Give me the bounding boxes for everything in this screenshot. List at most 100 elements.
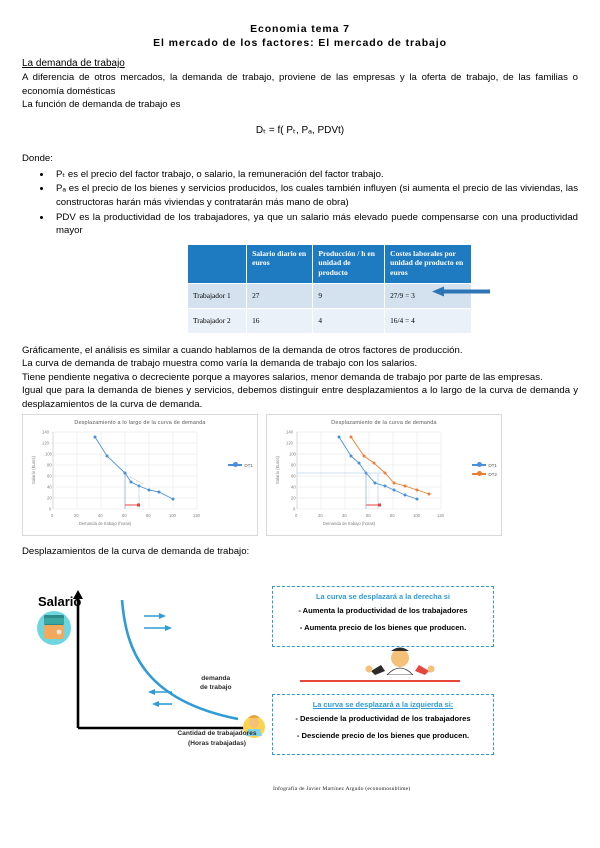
svg-text:80: 80 xyxy=(291,462,296,467)
svg-text:80: 80 xyxy=(47,462,52,467)
shift-right-callout: La curva se desplazará a la derecha si -… xyxy=(272,586,494,675)
shift-right-arrows-icon xyxy=(144,613,172,631)
svg-text:0: 0 xyxy=(293,506,296,511)
demand-curve xyxy=(120,599,239,721)
worker-icon xyxy=(243,715,265,738)
charts-row: Desplazamiento a lo largo de la curva de… xyxy=(22,413,578,536)
x-axis-title: Cantidad de trabajadores (Horas trabajad… xyxy=(177,730,257,747)
svg-text:140: 140 xyxy=(286,429,294,434)
series-dt1-points xyxy=(93,435,175,500)
legend-swatch-dt1 xyxy=(228,462,243,467)
svg-text:20: 20 xyxy=(318,513,323,518)
red-divider xyxy=(300,680,460,682)
svg-text:20: 20 xyxy=(291,495,296,500)
legend-entry-dt1: DT1 xyxy=(472,462,497,468)
y-tick-labels: 140 120 100 80 60 40 20 0 xyxy=(286,429,297,511)
shift-left-arrows-icon xyxy=(148,689,172,707)
cell-worker-label: Trabajador 2 xyxy=(186,307,248,334)
infographic-caption: Desplazamientos de la curva de demanda d… xyxy=(22,545,250,557)
shift-left-callout: La curva se desplazará a la izquierda si… xyxy=(272,694,494,755)
svg-text:40: 40 xyxy=(291,484,296,489)
worker-group-icon xyxy=(365,647,435,675)
svg-text:100: 100 xyxy=(413,513,421,518)
series-dt1-points xyxy=(337,435,419,500)
callout-item: - Aumenta precio de los bienes que produ… xyxy=(299,622,467,632)
table-header-costes: Costes laborales por unidad de producto … xyxy=(384,243,472,284)
svg-text:60: 60 xyxy=(47,473,52,478)
list-item: PDV es la productividad de los trabajado… xyxy=(52,211,578,238)
svg-text:40: 40 xyxy=(342,513,347,518)
cell-salario: 27 xyxy=(246,282,314,309)
y-axis-arrowhead xyxy=(73,590,83,599)
callout-item: - Desciende la productividad de los trab… xyxy=(295,714,471,723)
red-shift-arrow-icon xyxy=(366,503,381,506)
x-axis-label: Demanda de trabajo (horas) xyxy=(79,521,132,526)
list-item: Pₜ es el precio del factor trabajo, o sa… xyxy=(52,168,578,182)
paragraph-graphical: Gráficamente, el análisis es similar a c… xyxy=(22,344,463,356)
legend-label: DT1 xyxy=(488,462,497,468)
red-movement-arrow-icon xyxy=(125,503,140,506)
section-heading: La demanda de trabajo xyxy=(22,58,125,69)
svg-text:120: 120 xyxy=(437,513,445,518)
legend-entry-dt2: DT2 xyxy=(472,471,497,477)
document-subtitle: El mercado de los factores: El mercado d… xyxy=(153,37,447,49)
list-item: Pₐ es el precio de los bienes y servicio… xyxy=(52,182,578,209)
chart-title: Desplazamiento de la curva de demanda xyxy=(331,419,437,426)
chart-title: Desplazamiento a lo largo de la curva de… xyxy=(74,419,206,426)
labour-cost-table: Salario diario en euros Producción / h e… xyxy=(186,243,472,334)
svg-text:60: 60 xyxy=(366,513,371,518)
callout-title: La curva se desplazará a la izquierda si… xyxy=(312,700,454,709)
svg-text:60: 60 xyxy=(122,513,127,518)
chart-legend: DT1 DT2 xyxy=(472,462,497,481)
svg-text:140: 140 xyxy=(42,429,50,434)
paragraph-intro: A diferencia de otros mercados, la deman… xyxy=(22,72,578,97)
paragraph-slope: Tiene pendiente negativa o decreciente p… xyxy=(22,371,543,383)
legend-label: DT2 xyxy=(488,471,497,477)
series-dt1-line xyxy=(94,436,174,499)
svg-text:0: 0 xyxy=(295,513,298,518)
donde-label: Donde: xyxy=(22,152,53,164)
definitions-list: Pₜ es el precio del factor trabajo, o sa… xyxy=(22,168,578,238)
table-row: Trabajador 1 27 9 27/9 = 3 xyxy=(186,282,472,309)
paragraph-distinguish: Igual que para la demanda de bienes y se… xyxy=(22,385,578,410)
x-tick-labels: 0 20 40 60 80 100 120 xyxy=(51,513,201,518)
infographic-axes xyxy=(37,590,265,738)
svg-text:80: 80 xyxy=(146,513,151,518)
table-header-salario: Salario diario en euros xyxy=(246,243,314,284)
cell-produccion: 9 xyxy=(312,282,386,309)
y-axis-label: Salario (Euros) xyxy=(275,455,280,484)
cell-salario: 16 xyxy=(246,307,314,334)
tangent-line xyxy=(128,475,144,484)
wallet-icon xyxy=(37,611,71,645)
svg-text:40: 40 xyxy=(98,513,103,518)
chart-plot-area: 140 120 100 80 60 40 20 0 0 20 40 60 80 100 120… xyxy=(275,429,445,526)
paragraph-curve: La curva de demanda de trabajo muestra c… xyxy=(22,358,418,370)
x-axis-label: Demanda de trabajo (horas) xyxy=(323,521,376,526)
legend-swatch-dt2 xyxy=(472,471,487,476)
svg-text:20: 20 xyxy=(47,495,52,500)
chart-plot-area: 140 120 100 80 60 40 20 0 0 20 40 60 80 100 120… xyxy=(31,429,201,526)
attribution-text: Infografía de Javier Martínez Argudo (ec… xyxy=(273,786,411,792)
chart-legend: DT1 xyxy=(228,462,253,472)
paragraph-function: La función de demanda de trabajo es xyxy=(22,99,181,111)
callout-item: - Aumenta la productividad de los trabaj… xyxy=(298,606,468,615)
svg-text:40: 40 xyxy=(47,484,52,489)
table-header-produccion: Producción / h en unidad de producto xyxy=(312,243,386,284)
legend-entry-dt1: DT1 xyxy=(228,462,253,468)
table-header-blank xyxy=(186,243,248,284)
svg-text:80: 80 xyxy=(390,513,395,518)
table-header-row: Salario diario en euros Producción / h e… xyxy=(186,243,472,284)
cell-produccion: 4 xyxy=(312,307,386,334)
y-axis-title: Salario xyxy=(38,594,82,609)
svg-text:100: 100 xyxy=(289,451,297,456)
svg-text:60: 60 xyxy=(291,473,296,478)
highlight-arrow-icon xyxy=(432,286,490,297)
svg-text:100: 100 xyxy=(169,513,177,518)
cell-worker-label: Trabajador 1 xyxy=(186,282,248,309)
demand-curve-label: demanda de trabajo xyxy=(200,675,232,691)
demand-function-formula: Dₜ = f( Pₜ, Pₐ, PDVt) xyxy=(255,124,345,136)
x-tick-labels: 0 20 40 60 80 100 120 xyxy=(295,513,445,518)
legend-label: DT1 xyxy=(244,462,253,468)
svg-text:20: 20 xyxy=(74,513,79,518)
